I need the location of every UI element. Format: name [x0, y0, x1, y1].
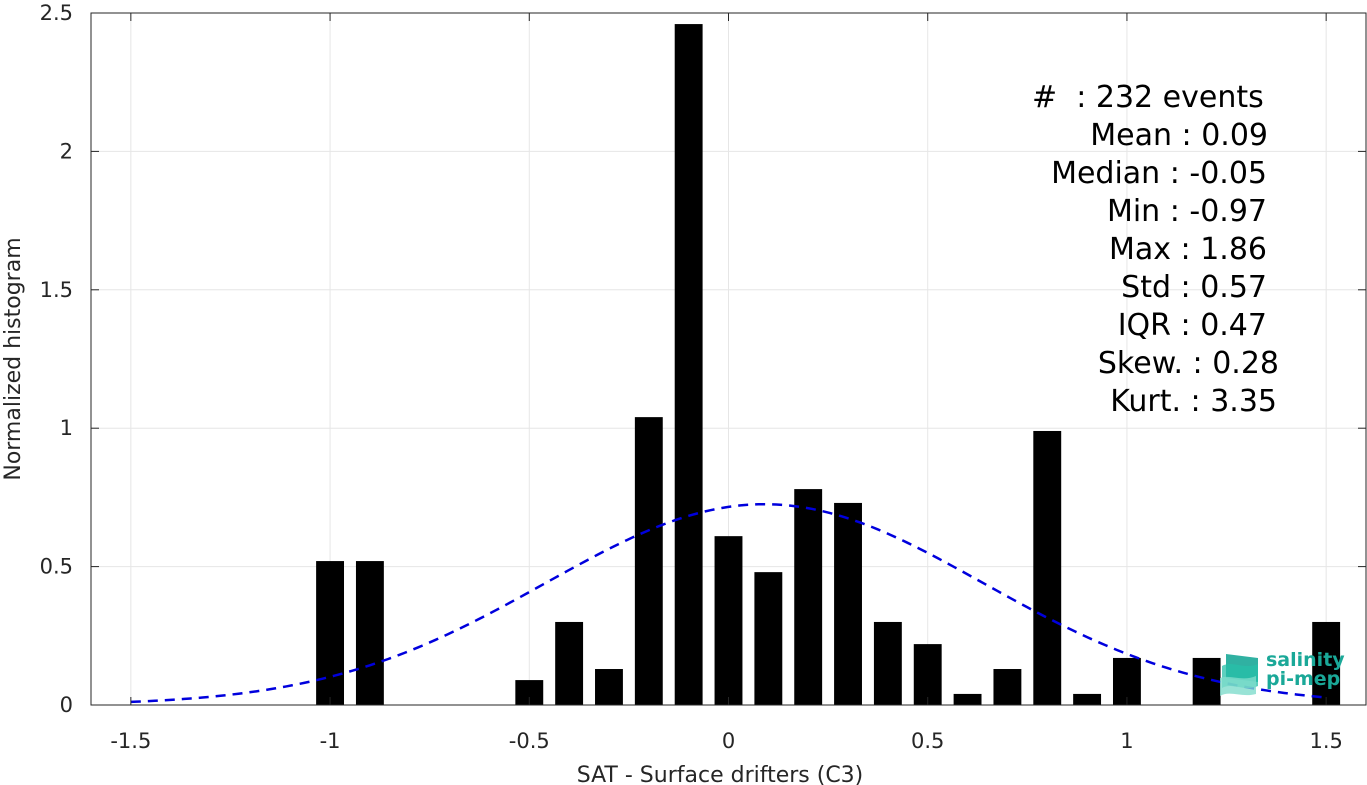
stats-skew: Skew. : 0.28 [1097, 346, 1279, 381]
histogram-bar [794, 489, 823, 705]
axis-ticks: -1.5 -1 -0.5 0 0.5 1 1.5 0 0.5 1 1.5 2 2.5 [40, 1, 1366, 753]
histogram-bar [714, 536, 743, 705]
x-tick-label: 1 [1120, 729, 1133, 753]
x-tick-label: 0 [722, 729, 735, 753]
histogram-bar [953, 693, 982, 705]
x-tick-label: 1.5 [1309, 729, 1342, 753]
histogram-bar [316, 561, 345, 705]
histogram-bar [1312, 621, 1341, 705]
x-tick-label: -1 [320, 729, 341, 753]
histogram-bars [316, 24, 1341, 705]
x-tick-label: -1.5 [110, 729, 151, 753]
y-tick-label: 2.5 [40, 1, 73, 25]
stats-max: Max : 1.86 [1109, 232, 1267, 267]
logo-line2: pi-mep [1266, 668, 1341, 690]
logo-line1: salinity [1266, 649, 1345, 671]
y-axis-label: Normalized histogram [1, 237, 26, 480]
gaussian-fit-curve [130, 502, 1327, 704]
y-tick-label: 0 [60, 693, 73, 717]
stats-median: Median : -0.05 [1051, 156, 1267, 191]
histogram-bar [873, 621, 902, 705]
y-tick-label: 0.5 [40, 555, 73, 579]
histogram-bar [754, 572, 783, 705]
stats-std: Std : 0.57 [1121, 270, 1267, 305]
stats-min: Min : -0.97 [1106, 194, 1267, 229]
histogram-bar [834, 502, 862, 705]
histogram-bar [1033, 430, 1062, 705]
x-axis-label: SAT - Surface drifters (C3) [577, 763, 864, 785]
histogram-bar [1073, 693, 1102, 705]
histogram-bar [595, 669, 623, 705]
y-tick-label: 1.5 [40, 278, 73, 302]
y-tick-label: 2 [60, 139, 73, 163]
stats-kurt: Kurt. : 3.35 [1110, 384, 1277, 419]
x-tick-label: 0.5 [911, 729, 944, 753]
histogram-bar [355, 561, 384, 705]
salinity-pimep-logo: salinity pi-mep [1218, 646, 1358, 698]
histogram-bar [634, 417, 663, 705]
y-tick-label: 1 [60, 416, 73, 440]
stats-count: # : 232 events [1032, 80, 1264, 115]
wave-logo-icon [1220, 654, 1258, 696]
histogram-bar [913, 644, 942, 705]
histogram-bar [993, 669, 1022, 705]
histogram-bar [555, 621, 584, 705]
stats-mean: Mean : 0.09 [1090, 118, 1268, 153]
stats-iqr: IQR : 0.47 [1117, 308, 1267, 343]
x-tick-label: -0.5 [509, 729, 550, 753]
histogram-bar [674, 24, 703, 705]
